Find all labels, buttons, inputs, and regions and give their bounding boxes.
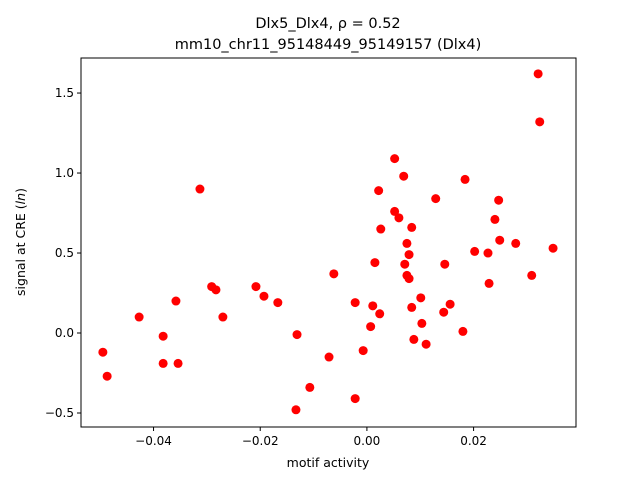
data-point [211, 285, 221, 295]
data-point [375, 309, 385, 319]
data-point [259, 291, 269, 301]
y-tick-label: 0.5 [55, 246, 74, 260]
data-point [440, 259, 450, 269]
x-axis-label: motif activity [287, 455, 370, 470]
x-tick-label: 0.02 [460, 434, 487, 448]
data-point [527, 270, 537, 280]
data-point [511, 238, 521, 248]
data-point [533, 69, 543, 79]
points-layer [98, 69, 558, 415]
data-point [374, 186, 384, 196]
data-point [370, 258, 380, 268]
data-point [470, 246, 480, 256]
data-point [416, 293, 426, 303]
data-point [350, 298, 360, 308]
data-point [273, 298, 283, 308]
data-point [490, 214, 500, 224]
y-tick-label: 1.5 [55, 86, 74, 100]
data-point [195, 184, 205, 194]
plot-frame [80, 57, 577, 428]
data-point [305, 382, 315, 392]
data-point [368, 301, 378, 311]
data-point [421, 339, 431, 349]
data-point [404, 274, 414, 284]
data-point [358, 346, 368, 356]
y-label-prefix: signal at CRE ( [13, 204, 28, 296]
chart-title-line2: mm10_chr11_95148449_95149157 (Dlx4) [175, 37, 482, 53]
data-point [394, 213, 404, 223]
data-point [439, 307, 449, 317]
data-point [376, 224, 386, 234]
data-point [98, 347, 108, 357]
data-point [399, 171, 409, 181]
x-tick-label: 0.00 [354, 434, 381, 448]
data-point [404, 250, 414, 260]
data-point [548, 243, 558, 253]
y-label-italic: ln [13, 193, 28, 204]
data-point [494, 195, 504, 205]
x-tick-label: −0.04 [135, 434, 172, 448]
data-point [409, 334, 419, 344]
data-point [458, 326, 468, 336]
chart-title-line1: Dlx5_Dlx4, ρ = 0.52 [255, 16, 400, 32]
y-axis: −0.5 0.0 0.5 1.0 1.5 [45, 86, 81, 420]
data-point [324, 352, 334, 362]
data-point [171, 296, 181, 306]
data-point [329, 269, 339, 279]
y-axis-label: signal at CRE (ln) [13, 188, 28, 296]
data-point [134, 312, 144, 322]
data-point [431, 194, 441, 204]
data-point [400, 259, 410, 269]
data-point [251, 282, 261, 292]
data-point [483, 248, 493, 258]
data-point [535, 117, 545, 127]
data-point [484, 278, 494, 288]
data-point [407, 302, 417, 312]
y-tick-label: −0.5 [45, 406, 74, 420]
data-point [158, 358, 168, 368]
data-point [460, 174, 470, 184]
data-point [402, 238, 412, 248]
x-tick-label: −0.02 [242, 434, 279, 448]
data-point [350, 394, 360, 404]
y-label-suffix: ) [13, 188, 28, 193]
data-point [102, 371, 112, 381]
x-axis: −0.04 −0.02 0.00 0.02 [135, 427, 487, 448]
data-point [390, 154, 400, 164]
y-tick-label: 1.0 [55, 166, 74, 180]
y-tick-label: 0.0 [55, 326, 74, 340]
data-point [158, 331, 168, 341]
data-point [390, 206, 400, 216]
data-point [291, 405, 301, 415]
data-point [445, 299, 455, 309]
data-point [417, 318, 427, 328]
data-point [366, 322, 376, 332]
data-point [173, 358, 183, 368]
data-point [495, 235, 505, 245]
data-point [407, 222, 417, 232]
data-point [218, 312, 228, 322]
data-point [292, 330, 302, 340]
